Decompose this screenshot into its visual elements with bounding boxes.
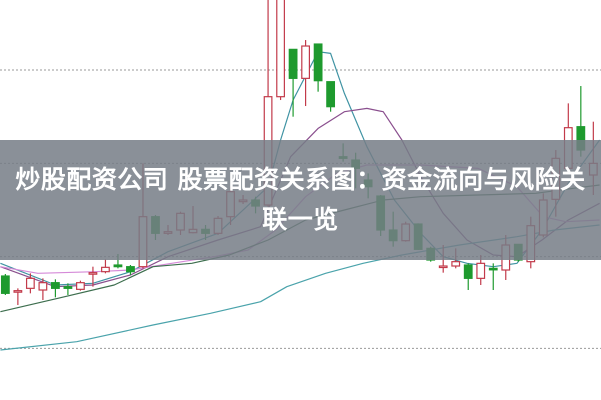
candle-down bbox=[113, 264, 123, 268]
candle-up bbox=[25, 277, 35, 289]
title-banner: 炒股配资公司 股票配资关系图：资金流向与风险关联一览 bbox=[0, 140, 601, 260]
candle-up bbox=[451, 261, 461, 267]
candle-up bbox=[301, 45, 310, 79]
candle-down bbox=[326, 81, 336, 108]
candle-down bbox=[313, 43, 323, 82]
candle-down bbox=[488, 267, 498, 271]
candle-down bbox=[126, 266, 135, 273]
candle-down bbox=[463, 264, 473, 279]
candle-up bbox=[38, 282, 48, 291]
candle-up bbox=[76, 282, 85, 290]
candle-up bbox=[88, 272, 98, 275]
candle-up bbox=[438, 265, 448, 269]
candle-down bbox=[50, 282, 60, 289]
candle-down bbox=[288, 48, 298, 79]
candle-up bbox=[276, 0, 285, 98]
candle-up bbox=[476, 262, 486, 279]
candle-up bbox=[13, 290, 23, 293]
candle-down bbox=[63, 286, 73, 289]
article-title: 炒股配资公司 股票配资关系图：资金流向与风险关联一览 bbox=[15, 165, 586, 234]
candle-down bbox=[0, 275, 10, 294]
candle-up bbox=[101, 266, 110, 273]
